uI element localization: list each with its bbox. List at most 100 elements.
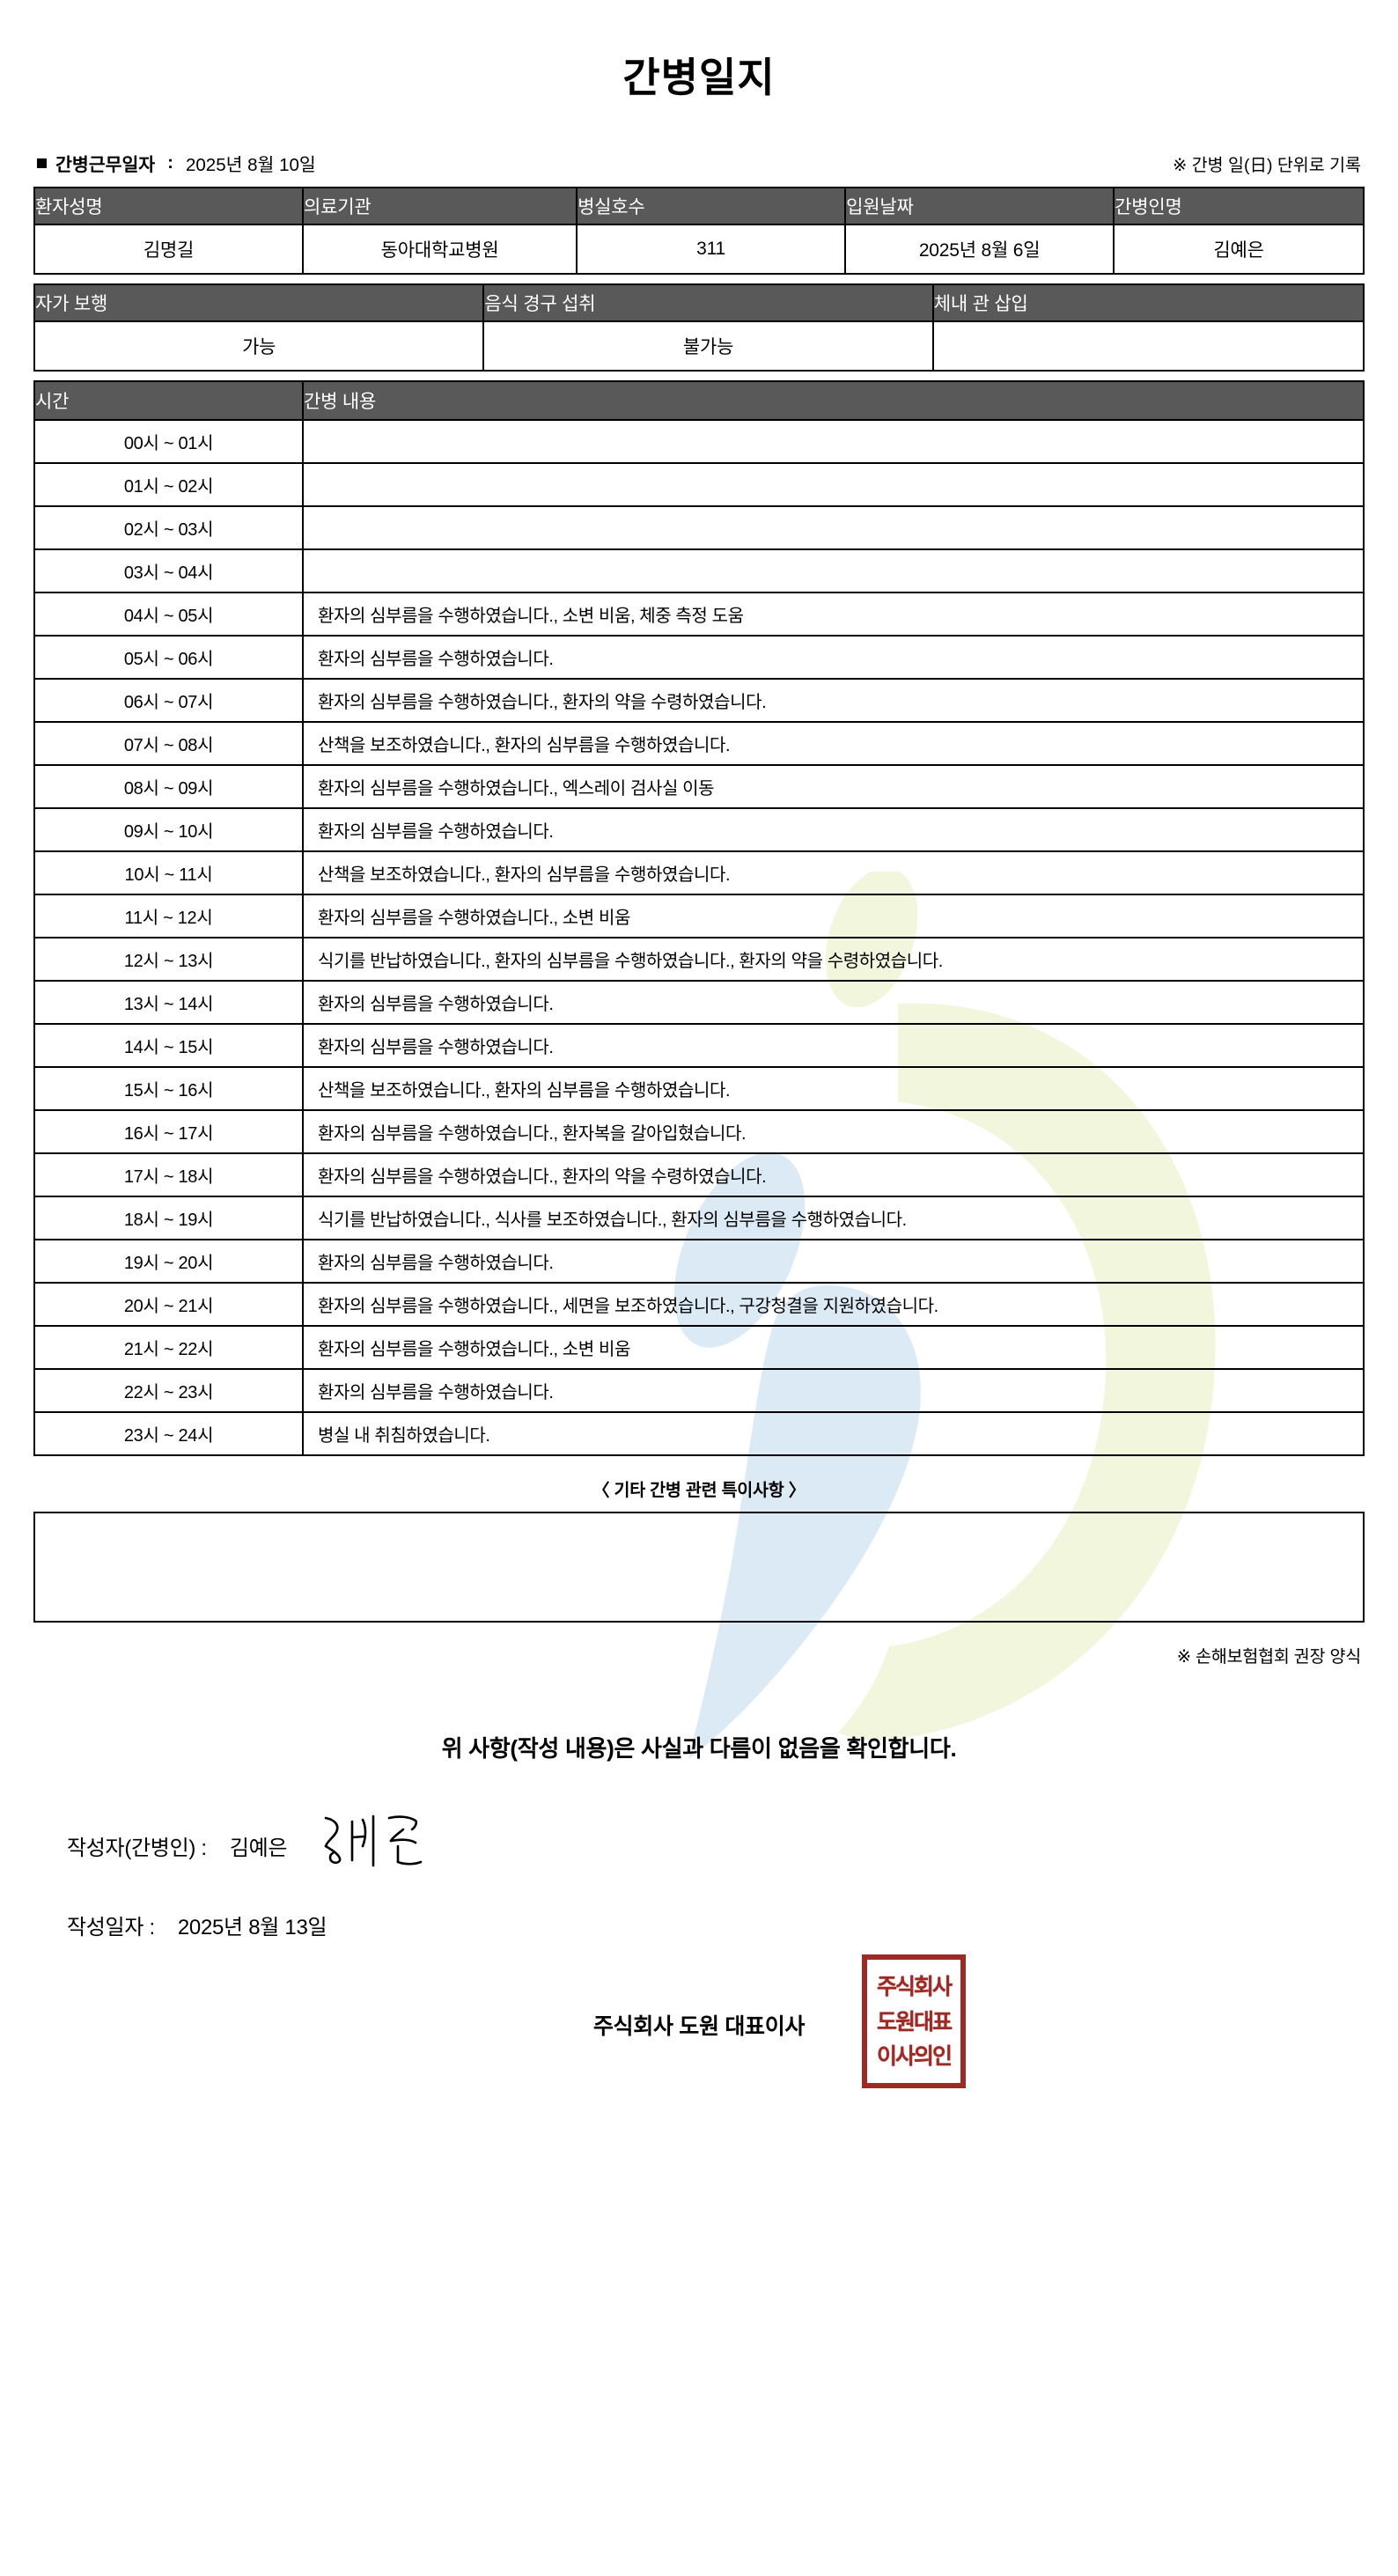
table-row: 19시 ~ 20시 환자의 심부름을 수행하였습니다.: [33, 1239, 1365, 1284]
seal-line-2: 도원대표: [876, 2008, 953, 2035]
col-hospital: 의료기관: [302, 187, 578, 225]
care-time-cell: 22시 ~ 23시: [33, 1368, 305, 1413]
care-note-cell[interactable]: 산책을 보조하였습니다., 환자의 심부름을 수행하였습니다.: [302, 850, 1365, 895]
care-time-cell: 03시 ~ 04시: [33, 548, 305, 593]
care-note-cell[interactable]: 환자의 심부름을 수행하였습니다.: [302, 980, 1365, 1025]
company-name: 주식회사 도원 대표이사: [592, 2014, 806, 2039]
care-note-cell[interactable]: [302, 419, 1365, 464]
care-note-cell[interactable]: 환자의 심부름을 수행하였습니다., 소변 비움: [302, 1325, 1365, 1370]
form-source-note: ※ 손해보험협회 권장 양식: [1176, 1647, 1361, 1667]
care-time-cell: 18시 ~ 19시: [33, 1196, 305, 1240]
care-time-cell: 17시 ~ 18시: [33, 1152, 305, 1197]
col-care-note: 간병 내용: [302, 380, 1365, 421]
care-time-cell: 08시 ~ 09시: [33, 764, 305, 809]
write-date-label: 작성일자 :: [67, 1916, 155, 1939]
confirmation-statement: 위 사항(작성 내용)은 사실과 다름이 없음을 확인합니다.: [441, 1735, 957, 1762]
care-note-cell[interactable]: 환자의 심부름을 수행하였습니다.: [302, 807, 1365, 852]
table-row: 07시 ~ 08시 산책을 보조하였습니다., 환자의 심부름을 수행하였습니다.: [33, 721, 1365, 766]
table-row: 22시 ~ 23시 환자의 심부름을 수행하였습니다.: [33, 1368, 1365, 1413]
table-row: 10시 ~ 11시 산책을 보조하였습니다., 환자의 심부름을 수행하였습니다.: [33, 850, 1365, 895]
meta-row: 간병근무일자 : 2025년 8월 10일 ※ 간병 일(日) 단위로 기록: [33, 150, 1365, 176]
care-note-cell[interactable]: 환자의 심부름을 수행하였습니다.: [302, 1239, 1365, 1284]
author-value: 김예은: [229, 1836, 288, 1860]
care-note-cell[interactable]: 식기를 반납하였습니다., 식사를 보조하였습니다., 환자의 심부름을 수행하…: [302, 1196, 1365, 1240]
care-time-cell: 14시 ~ 15시: [33, 1023, 305, 1068]
care-time-cell: 04시 ~ 05시: [33, 592, 305, 637]
table-row: 02시 ~ 03시: [33, 505, 1365, 550]
table-row: 23시 ~ 24시 병실 내 취침하였습니다.: [33, 1411, 1365, 1456]
care-note-cell[interactable]: 환자의 심부름을 수행하였습니다.: [302, 635, 1365, 680]
care-note-cell[interactable]: 환자의 심부름을 수행하였습니다., 소변 비움: [302, 894, 1365, 938]
care-note-cell[interactable]: 산책을 보조하였습니다., 환자의 심부름을 수행하였습니다.: [302, 721, 1365, 766]
work-date-label: 간병근무일자: [55, 155, 156, 175]
care-note-cell[interactable]: [302, 505, 1365, 550]
care-time-cell: 02시 ~ 03시: [33, 505, 305, 550]
care-note-cell[interactable]: 환자의 심부름을 수행하였습니다., 엑스레이 검사실 이동: [302, 764, 1365, 809]
care-note-cell[interactable]: 환자의 심부름을 수행하였습니다.: [302, 1023, 1365, 1068]
table-row: 13시 ~ 14시 환자의 심부름을 수행하였습니다.: [33, 980, 1365, 1025]
table-row: 00시 ~ 01시: [33, 419, 1365, 464]
table-row: 05시 ~ 06시 환자의 심부름을 수행하였습니다.: [33, 635, 1365, 680]
care-note-cell[interactable]: 환자의 심부름을 수행하였습니다., 환자복을 갈아입혔습니다.: [302, 1109, 1365, 1154]
care-note-cell[interactable]: 식기를 반납하였습니다., 환자의 심부름을 수행하였습니다., 환자의 약을 …: [302, 937, 1365, 982]
care-time-cell: 05시 ~ 06시: [33, 635, 305, 680]
care-note-cell[interactable]: [302, 462, 1365, 507]
col-time: 시간: [33, 380, 305, 421]
table-row: 12시 ~ 13시 식기를 반납하였습니다., 환자의 심부름을 수행하였습니다.…: [33, 937, 1365, 982]
table-row: 15시 ~ 16시 산책을 보조하였습니다., 환자의 심부름을 수행하였습니다.: [33, 1066, 1365, 1111]
value-self-ambulation: 가능: [33, 320, 485, 372]
care-time-cell: 09시 ~ 10시: [33, 807, 305, 852]
care-time-cell: 21시 ~ 22시: [33, 1325, 305, 1370]
seal-line-1: 주식회사: [876, 1974, 953, 2000]
care-time-cell: 16시 ~ 17시: [33, 1109, 305, 1154]
care-time-cell: 07시 ~ 08시: [33, 721, 305, 766]
care-note-cell[interactable]: 환자의 심부름을 수행하였습니다., 소변 비움, 체중 측정 도움: [302, 592, 1365, 637]
care-time-cell: 13시 ~ 14시: [33, 980, 305, 1025]
care-note-cell[interactable]: 병실 내 취침하였습니다.: [302, 1411, 1365, 1456]
care-time-cell: 20시 ~ 21시: [33, 1282, 305, 1327]
col-oral-intake: 음식 경구 섭취: [482, 283, 934, 322]
care-time-cell: 06시 ~ 07시: [33, 678, 305, 723]
col-room-number: 병실호수: [576, 187, 847, 225]
care-time-cell: 15시 ~ 16시: [33, 1066, 305, 1111]
special-notes-title: 〈 기타 간병 관련 특이사항 〉: [592, 1481, 806, 1500]
care-note-cell[interactable]: 환자의 심부름을 수행하였습니다., 세면을 보조하였습니다., 구강청결을 지…: [302, 1282, 1365, 1327]
care-note-cell[interactable]: 환자의 심부름을 수행하였습니다., 환자의 약을 수령하였습니다.: [302, 1152, 1365, 1197]
care-time-cell: 10시 ~ 11시: [33, 850, 305, 895]
work-date-group: 간병근무일자 : 2025년 8월 10일: [37, 150, 316, 176]
work-date-separator: :: [167, 152, 173, 173]
care-note-cell[interactable]: 환자의 심부름을 수행하였습니다.: [302, 1368, 1365, 1413]
company-row: 주식회사 도원 대표이사 주식회사 도원대표 이사의인: [33, 1954, 1365, 2088]
patient-info-table: 환자성명 의료기관 병실호수 입원날짜 간병인명 김명길 동아대학교병원 311…: [33, 187, 1365, 275]
table-row: 01시 ~ 02시: [33, 462, 1365, 507]
table-row-header: 환자성명 의료기관 병실호수 입원날짜 간병인명: [33, 187, 1365, 225]
table-row-header: 시간 간병 내용: [33, 380, 1365, 421]
care-time-cell: 11시 ~ 12시: [33, 894, 305, 938]
table-row: 16시 ~ 17시 환자의 심부름을 수행하였습니다., 환자복을 갈아입혔습니다…: [33, 1109, 1365, 1154]
care-log-body: 00시 ~ 01시 01시 ~ 02시 02시 ~ 03시 03시 ~ 04시 04시 …: [33, 419, 1365, 1456]
care-note-cell[interactable]: [302, 548, 1365, 593]
table-row: 03시 ~ 04시: [33, 548, 1365, 593]
special-notes-box[interactable]: [33, 1512, 1365, 1623]
handwritten-signature-icon: [317, 1807, 449, 1873]
value-hospital: 동아대학교병원: [302, 224, 578, 275]
care-time-cell: 00시 ~ 01시: [33, 419, 305, 464]
value-tube-insertion: [931, 320, 1365, 372]
signature-block: 작성자(간병인) : 김예은: [33, 1813, 1365, 1940]
care-note-cell[interactable]: 산책을 보조하였습니다., 환자의 심부름을 수행하였습니다.: [302, 1066, 1365, 1111]
write-date-value: 2025년 8월 13일: [177, 1916, 327, 1939]
col-admission-date: 입원날짜: [844, 187, 1115, 225]
care-note-cell[interactable]: 환자의 심부름을 수행하였습니다., 환자의 약을 수령하였습니다.: [302, 678, 1365, 723]
care-time-cell: 12시 ~ 13시: [33, 937, 305, 982]
value-patient-name: 김명길: [33, 224, 305, 275]
table-row: 04시 ~ 05시 환자의 심부름을 수행하였습니다., 소변 비움, 체중 측정…: [33, 592, 1365, 637]
author-label: 작성자(간병인) :: [67, 1836, 207, 1860]
table-spacer: [33, 275, 1365, 283]
work-date-value: 2025년 8월 10일: [186, 155, 316, 175]
table-row: 06시 ~ 07시 환자의 심부름을 수행하였습니다., 환자의 약을 수령하였습…: [33, 678, 1365, 723]
table-row: 09시 ~ 10시 환자의 심부름을 수행하였습니다.: [33, 807, 1365, 852]
table-row-header: 자가 보행 음식 경구 섭취 체내 관 삽입: [33, 283, 1365, 322]
col-patient-name: 환자성명: [33, 187, 305, 225]
square-bullet-icon: [37, 158, 47, 168]
